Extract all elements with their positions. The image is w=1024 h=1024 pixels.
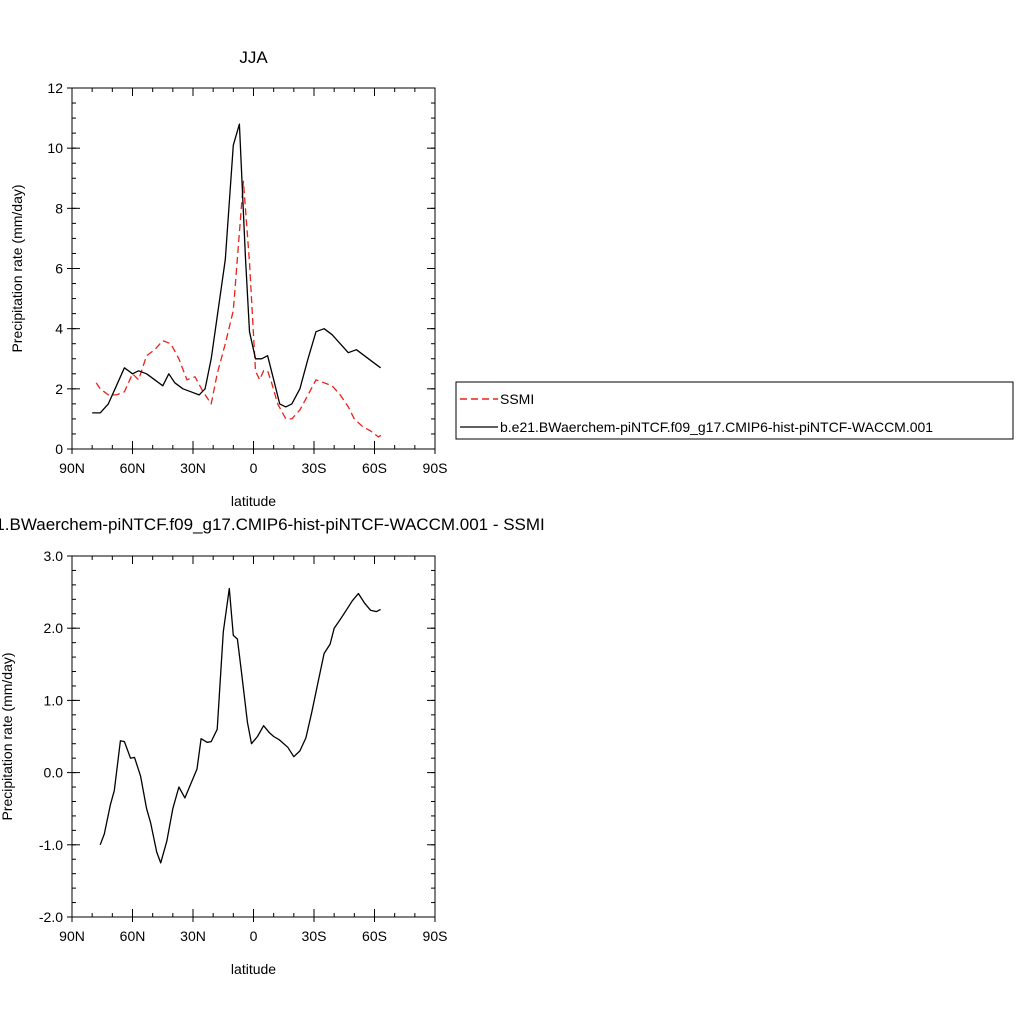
top-series-line-ssmi xyxy=(95,180,383,438)
bottom-y-tick-label: 0.0 xyxy=(44,765,64,781)
bottom-y-axis-label: Precipitation rate (mm/day) xyxy=(0,652,15,820)
bottom-series-line-model xyxy=(99,587,381,864)
bottom-y-tick-label: -2.0 xyxy=(39,909,63,925)
bottom-y-tick-label: 3.0 xyxy=(44,548,64,564)
bottom-y-tick-label: 2.0 xyxy=(44,620,64,636)
bottom-x-tick-label: 30N xyxy=(180,928,206,944)
top-y-tick-label: 2 xyxy=(55,381,63,397)
bottom-x-tick-label: 90S xyxy=(423,928,448,944)
legend-label-model: b.e21.BWaerchem-piNTCF.f09_g17.CMIP6-his… xyxy=(500,419,933,435)
bottom-y-tick-labels: -2.0 -1.0 0.0 1.0 2.0 3.0 xyxy=(39,548,63,925)
bottom-panel: b.e21.BWaerchem-piNTCF.f09_g17.CMIP6-his… xyxy=(0,515,545,977)
top-y-tick-label: 8 xyxy=(55,200,63,216)
top-x-tick-label: 60N xyxy=(120,460,146,476)
top-x-tick-label: 30S xyxy=(302,460,327,476)
top-chart-title: JJA xyxy=(239,48,268,67)
bottom-tick-marks xyxy=(67,555,436,922)
top-x-tick-label: 30N xyxy=(180,460,206,476)
bottom-x-tick-label: 60S xyxy=(362,928,387,944)
bottom-x-tick-label: 90N xyxy=(59,928,85,944)
top-x-tick-label: 60S xyxy=(362,460,387,476)
top-plot-frame xyxy=(71,87,436,450)
bottom-x-tick-label: 0 xyxy=(250,928,258,944)
bottom-y-tick-label: 1.0 xyxy=(44,692,64,708)
top-x-tick-labels: 90N 60N 30N 0 30S 60S 90S xyxy=(59,460,447,476)
top-series-group xyxy=(92,123,383,438)
top-y-tick-label: 10 xyxy=(47,140,63,156)
bottom-x-tick-labels: 90N 60N 30N 0 30S 60S 90S xyxy=(59,928,447,944)
top-panel: JJA 0 2 4 6 8 10 12 90N 60N 30N 0 30S 60S 90S latitu… xyxy=(9,48,1014,509)
top-x-tick-label: 90S xyxy=(423,460,448,476)
top-y-tick-label: 0 xyxy=(55,441,63,457)
bottom-x-axis-label: latitude xyxy=(231,961,276,977)
top-x-axis-label: latitude xyxy=(231,493,276,509)
top-y-tick-label: 4 xyxy=(55,321,63,337)
top-y-tick-label: 6 xyxy=(55,261,63,277)
legend-box xyxy=(455,381,1014,440)
top-series-line-model xyxy=(92,123,381,414)
bottom-y-tick-label: -1.0 xyxy=(39,837,63,853)
top-y-tick-labels: 0 2 4 6 8 10 12 xyxy=(47,80,63,457)
top-x-tick-label: 90N xyxy=(59,460,85,476)
bottom-x-tick-label: 60N xyxy=(120,928,146,944)
top-y-tick-label: 12 xyxy=(47,80,63,96)
top-tick-marks xyxy=(67,87,436,454)
legend: SSMI b.e21.BWaerchem-piNTCF.f09_g17.CMIP… xyxy=(455,381,1014,440)
top-y-axis-label: Precipitation rate (mm/day) xyxy=(9,184,25,352)
bottom-chart-title: b.e21.BWaerchem-piNTCF.f09_g17.CMIP6-his… xyxy=(0,515,545,534)
bottom-x-tick-label: 30S xyxy=(302,928,327,944)
legend-label-ssmi: SSMI xyxy=(500,391,534,407)
bottom-series-group xyxy=(99,587,381,864)
top-x-tick-label: 0 xyxy=(250,460,258,476)
